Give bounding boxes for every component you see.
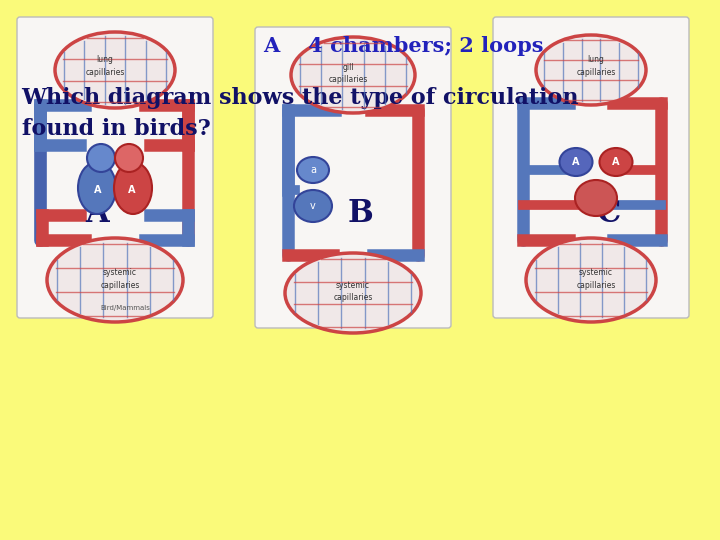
Text: capillaries: capillaries (328, 75, 368, 84)
Text: A: A (94, 185, 102, 195)
Text: lung: lung (588, 55, 604, 64)
Text: capillaries: capillaries (576, 68, 616, 77)
Text: capillaries: capillaries (85, 68, 125, 77)
Ellipse shape (559, 148, 593, 176)
Ellipse shape (536, 35, 646, 105)
Ellipse shape (297, 157, 329, 183)
Ellipse shape (115, 144, 143, 172)
Text: systemic: systemic (579, 268, 613, 277)
Ellipse shape (87, 144, 115, 172)
Ellipse shape (294, 190, 332, 222)
Ellipse shape (291, 37, 415, 113)
Text: A: A (572, 157, 580, 167)
Ellipse shape (285, 253, 421, 333)
Text: A: A (128, 185, 136, 195)
Ellipse shape (78, 162, 116, 214)
Text: B: B (347, 198, 373, 229)
FancyBboxPatch shape (255, 27, 451, 328)
Text: capillaries: capillaries (100, 281, 140, 290)
Text: systemic: systemic (103, 268, 137, 277)
Ellipse shape (575, 180, 617, 216)
FancyBboxPatch shape (493, 17, 689, 318)
Text: capillaries: capillaries (576, 281, 616, 290)
Text: Bird/Mammals: Bird/Mammals (100, 305, 150, 311)
Ellipse shape (600, 148, 632, 176)
Ellipse shape (114, 162, 152, 214)
FancyBboxPatch shape (17, 17, 213, 318)
Text: v: v (310, 201, 316, 211)
Ellipse shape (55, 32, 175, 108)
Ellipse shape (526, 238, 656, 322)
Text: a: a (310, 165, 316, 175)
Ellipse shape (47, 238, 183, 322)
Text: A: A (86, 198, 109, 229)
Text: capillaries: capillaries (333, 293, 373, 302)
Text: A: A (612, 157, 620, 167)
Text: systemic: systemic (336, 281, 370, 290)
Text: Which diagram shows the type of circulation
found in birds?: Which diagram shows the type of circulat… (22, 87, 579, 140)
Text: lung: lung (96, 55, 114, 64)
Text: C: C (596, 198, 621, 229)
Text: A    4 chambers; 2 loops: A 4 chambers; 2 loops (263, 36, 544, 56)
Text: gill: gill (342, 63, 354, 72)
